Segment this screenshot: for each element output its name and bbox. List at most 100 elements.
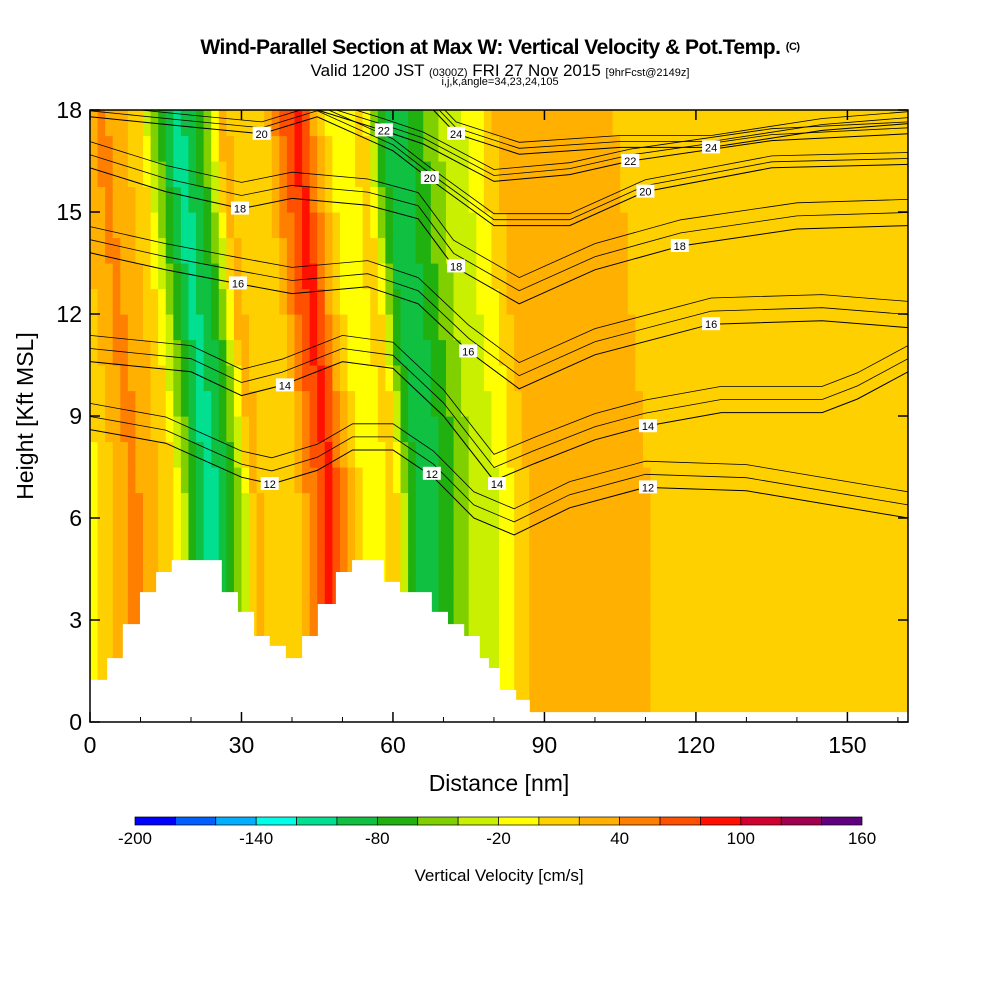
velocity-cell [392, 263, 402, 290]
velocity-cell [574, 543, 583, 570]
velocity-cell [786, 492, 795, 519]
velocity-cell [249, 569, 258, 596]
velocity-cell [597, 467, 606, 494]
velocity-cell [438, 467, 447, 494]
velocity-cell [801, 671, 811, 698]
velocity-cell [612, 288, 621, 315]
velocity-cell [355, 416, 364, 443]
velocity-cell [748, 569, 758, 596]
velocity-cell [400, 263, 409, 290]
velocity-cell [408, 135, 417, 162]
velocity-cell [771, 416, 780, 443]
theta-contour-minor [354, 110, 908, 170]
velocity-cell [499, 441, 508, 468]
velocity-cell [870, 365, 879, 392]
velocity-cell [756, 671, 765, 698]
velocity-cell [97, 186, 106, 213]
velocity-cell [711, 594, 720, 621]
velocity-cell [143, 339, 152, 366]
velocity-cell [135, 416, 144, 443]
velocity-cell [794, 467, 803, 494]
velocity-cell [559, 645, 568, 672]
velocity-cell [688, 288, 697, 315]
velocity-cell [650, 569, 659, 596]
velocity-cell [779, 543, 788, 570]
velocity-cell [870, 186, 879, 213]
velocity-cell [870, 492, 879, 519]
velocity-cell [279, 314, 288, 341]
velocity-cell [574, 671, 583, 698]
velocity-cell [400, 339, 409, 366]
velocity-cell [877, 467, 886, 494]
velocity-cell [377, 543, 386, 570]
velocity-cell [211, 212, 220, 239]
velocity-cell [483, 365, 493, 392]
velocity-cell [112, 161, 121, 188]
velocity-cell [362, 135, 371, 162]
velocity-cell [483, 390, 493, 417]
velocity-cell [127, 543, 137, 570]
velocity-cell [839, 671, 849, 698]
velocity-cell [695, 569, 705, 596]
velocity-cell [854, 594, 864, 621]
velocity-cell [158, 161, 167, 188]
velocity-cell [680, 696, 689, 722]
velocity-cell [453, 110, 462, 137]
velocity-cell [309, 186, 318, 213]
velocity-cell [233, 237, 243, 264]
velocity-cell [271, 237, 280, 264]
velocity-cell [408, 416, 417, 443]
velocity-cell [514, 288, 523, 315]
velocity-cell [627, 186, 636, 213]
velocity-cell [642, 671, 652, 698]
velocity-cell [650, 263, 659, 290]
velocity-cell [794, 237, 803, 264]
velocity-cell [809, 620, 818, 647]
velocity-cell [794, 671, 803, 698]
velocity-cell [385, 492, 394, 519]
velocity-cell [612, 620, 621, 647]
velocity-cell [355, 186, 364, 213]
velocity-cell [642, 696, 652, 722]
velocity-cell [620, 441, 629, 468]
velocity-cell [786, 212, 795, 239]
velocity-cell [627, 288, 636, 315]
velocity-cell [832, 288, 841, 315]
velocity-cell [605, 492, 614, 519]
velocity-cell [559, 135, 568, 162]
velocity-cell [377, 135, 386, 162]
colorbar-swatch [498, 816, 540, 826]
velocity-cell [786, 696, 795, 722]
velocity-cell [809, 594, 818, 621]
velocity-cell [415, 416, 424, 443]
velocity-cell [786, 186, 795, 213]
velocity-cell [135, 339, 144, 366]
velocity-cell [741, 186, 750, 213]
y-tick-label: 6 [69, 505, 82, 531]
velocity-cell [362, 212, 371, 239]
velocity-cell [233, 518, 243, 545]
velocity-cell [885, 339, 894, 366]
velocity-cell [453, 288, 462, 315]
x-tick-label: 60 [380, 732, 406, 758]
velocity-cell [529, 135, 538, 162]
velocity-cell [127, 288, 137, 315]
velocity-cell [673, 620, 682, 647]
y-tick-label: 9 [69, 403, 82, 429]
velocity-cell [188, 186, 197, 213]
velocity-cell [97, 645, 106, 672]
velocity-cell [445, 518, 455, 545]
velocity-cell [726, 288, 735, 315]
velocity-cell [756, 620, 765, 647]
velocity-cell [499, 671, 508, 698]
velocity-cell [817, 110, 826, 137]
velocity-cell [801, 237, 811, 264]
velocity-cell [514, 212, 523, 239]
velocity-cell [188, 237, 197, 264]
velocity-cell [786, 263, 795, 290]
velocity-cell [711, 288, 720, 315]
velocity-cell [514, 365, 523, 392]
contour-label-text: 12 [642, 482, 654, 494]
velocity-cell [445, 288, 455, 315]
velocity-cell [135, 467, 144, 494]
